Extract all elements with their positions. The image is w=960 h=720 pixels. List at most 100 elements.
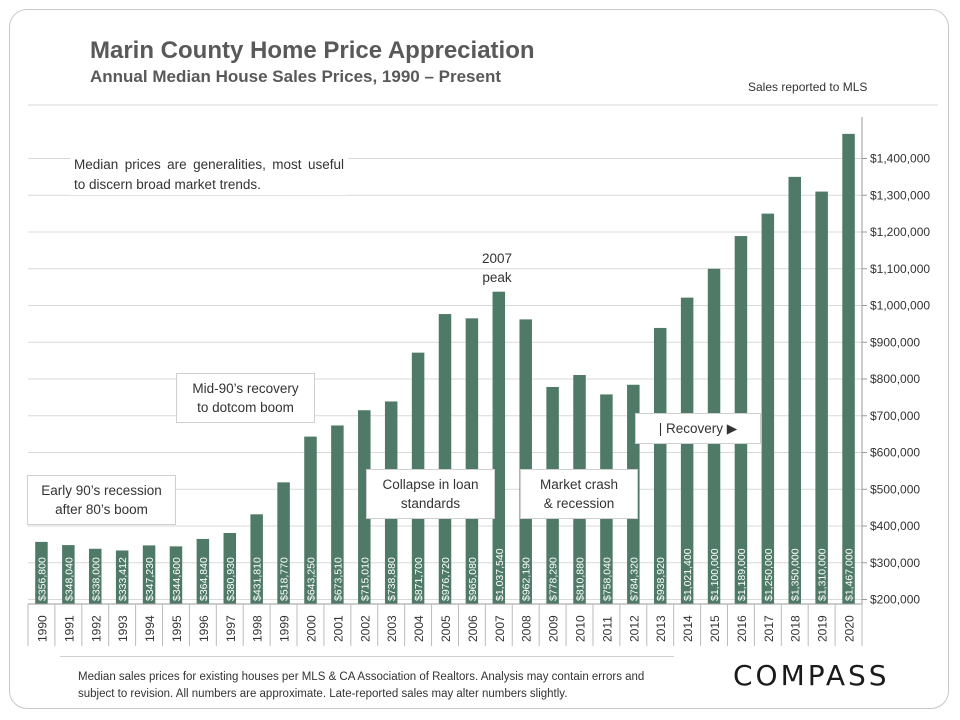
bar: [653, 327, 667, 604]
bar: [115, 550, 129, 604]
y-tick-label: $300,000: [870, 556, 920, 570]
y-tick-label: $1,300,000: [870, 188, 930, 202]
bar-data-label: $965,080: [467, 557, 479, 601]
bar: [358, 410, 371, 604]
bar-data-label: $364,840: [198, 557, 210, 601]
bar-data-label: $333,412: [117, 557, 129, 601]
bar: [331, 425, 344, 604]
mid90s-annotation-text: Mid-90’s recovery to dotcom boom: [192, 381, 299, 415]
x-tick-label: 1999: [278, 615, 292, 642]
bar: [680, 297, 694, 604]
y-tick-label: $900,000: [870, 335, 920, 349]
bar: [842, 133, 855, 604]
x-tick-label: 2017: [762, 615, 776, 642]
x-tick-label: 2019: [816, 615, 830, 642]
early90s-annotation-text: Early 90’s recession after 80’s boom: [41, 483, 162, 517]
bar-data-label: $431,810: [252, 557, 264, 601]
bar-data-label: $643,250: [305, 557, 317, 601]
recovery-annotation-text: | Recovery ▶: [658, 421, 738, 436]
x-tick-label: 2008: [520, 615, 534, 642]
crash-annotation-text: Market crash & recession: [539, 477, 619, 511]
x-tick-label: 2011: [600, 616, 614, 642]
x-tick-label: 1995: [170, 615, 184, 642]
bar-data-label: $347,230: [144, 557, 156, 601]
bar: [89, 548, 102, 604]
bar: [142, 545, 156, 604]
bar-data-label: $715,010: [359, 557, 371, 601]
x-tick-label: 2002: [358, 615, 372, 642]
x-tick-label: 1998: [251, 615, 265, 642]
bar: [492, 291, 506, 604]
bar-data-label: $673,510: [332, 557, 344, 601]
y-tick-label: $800,000: [870, 372, 920, 386]
bar-data-label: $1,467,000: [844, 548, 856, 601]
bar: [465, 318, 479, 604]
bar: [62, 545, 75, 604]
x-tick-label: 2013: [654, 615, 668, 642]
y-tick-label: $1,400,000: [870, 152, 930, 166]
y-tick-label: $1,200,000: [870, 225, 930, 239]
y-tick-label: $400,000: [870, 519, 920, 533]
bar-data-label: $871,700: [413, 557, 425, 601]
bar: [223, 533, 237, 604]
x-tick-label: 2004: [412, 615, 426, 642]
x-tick-label: 2003: [385, 615, 399, 642]
bar-data-label: $338,000: [90, 557, 102, 601]
bar: [304, 436, 317, 604]
crash-annotation: Market crash & recession: [520, 469, 638, 519]
bar-data-label: $1,310,000: [817, 548, 829, 601]
chart-subtitle: Annual Median House Sales Prices, 1990 –…: [90, 67, 502, 86]
peak-annotation: 2007 peak: [462, 249, 532, 287]
x-tick-label: 2010: [574, 615, 588, 642]
collapse-annotation-text: Collapse in loan standards: [382, 477, 479, 511]
peak-annotation-text: 2007 peak: [481, 251, 513, 285]
bar-data-label: $1,350,000: [790, 548, 802, 601]
bar-data-label: $810,880: [575, 557, 587, 601]
x-tick-label: 2007: [493, 615, 507, 642]
bar-data-label: $1,250,000: [763, 548, 775, 601]
bar: [35, 541, 48, 604]
bar-data-label: $1,021,400: [682, 548, 694, 601]
compass-logo: COMPASS: [733, 659, 890, 692]
bar-data-label: $778,290: [548, 557, 560, 601]
y-tick-label: $600,000: [870, 446, 920, 460]
x-tick-label: 1990: [35, 615, 49, 642]
bar: [196, 538, 210, 604]
bar-data-label: $938,920: [655, 557, 667, 601]
bar-data-label: $1,100,000: [709, 548, 721, 601]
bar-data-label: $356,800: [36, 557, 48, 601]
x-tick-label: 2000: [304, 615, 318, 642]
bar-data-label: $348,040: [63, 557, 75, 601]
x-tick-label: 2014: [681, 615, 695, 642]
x-tick-label: 2018: [789, 615, 803, 642]
bar-data-label: $738,880: [386, 557, 398, 601]
bar-data-label: $518,770: [279, 557, 291, 601]
x-tick-label: 2006: [466, 615, 480, 642]
median-note: Median prices are generalities, most use…: [70, 155, 348, 195]
y-tick-label: $1,100,000: [870, 262, 930, 276]
y-tick-label: $500,000: [870, 482, 920, 496]
bar-data-label: $1,037,540: [494, 548, 506, 601]
bar: [277, 482, 290, 604]
bar: [169, 546, 183, 604]
source-note: Sales reported to MLS: [748, 80, 868, 94]
x-tick-label: 2015: [708, 615, 722, 642]
x-tick-label: 2020: [843, 615, 857, 642]
bar-data-label: $784,320: [628, 557, 640, 601]
x-tick-label: 2005: [439, 615, 453, 642]
bar-data-label: $344,600: [171, 557, 183, 601]
x-tick-label: 2001: [331, 615, 345, 642]
x-tick-label: 1991: [62, 615, 76, 642]
bar: [519, 319, 532, 604]
y-tick-label: $200,000: [870, 593, 920, 607]
bar-data-label: $962,190: [521, 557, 533, 601]
bar-data-label: $758,040: [601, 557, 613, 601]
footer-divider: [60, 656, 674, 657]
bar-data-label: $976,720: [440, 557, 452, 601]
bar: [250, 514, 263, 604]
x-tick-label: 1996: [197, 615, 211, 642]
y-tick-label: $700,000: [870, 409, 920, 423]
bar: [788, 176, 801, 604]
y-tick-label: $1,000,000: [870, 299, 930, 313]
